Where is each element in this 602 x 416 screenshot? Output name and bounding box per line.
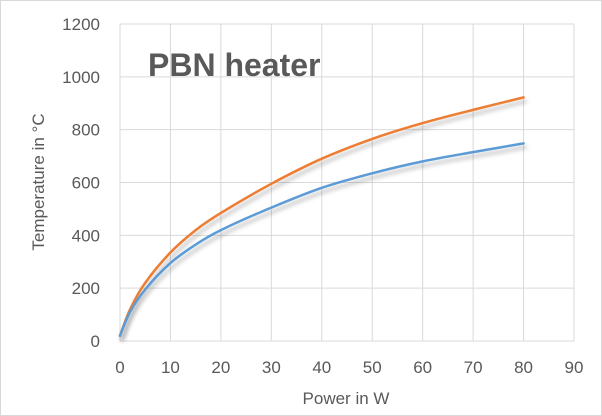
y-tick-label: 1200	[62, 15, 100, 34]
y-tick-label: 400	[72, 226, 100, 245]
x-tick-label: 10	[161, 358, 180, 377]
x-axis-title: Power in W	[303, 389, 390, 408]
x-axis-tick-labels: 0 10 20 30 40 50 60 70 80 90	[115, 358, 583, 377]
y-axis-title: Temperature in °C	[29, 113, 48, 250]
y-tick-label: 200	[72, 279, 100, 298]
x-tick-label: 70	[464, 358, 483, 377]
y-tick-label: 800	[72, 121, 100, 140]
x-tick-label: 30	[262, 358, 281, 377]
series-line-2	[118, 142, 525, 337]
x-tick-label: 50	[363, 358, 382, 377]
gridlines	[119, 23, 575, 342]
y-tick-label: 0	[91, 332, 100, 351]
x-tick-label: 20	[211, 358, 230, 377]
y-axis-tick-labels: 0 200 400 600 800 1000 1200	[62, 15, 100, 351]
x-tick-label: 80	[514, 358, 533, 377]
x-tick-label: 0	[115, 358, 124, 377]
x-tick-label: 90	[565, 358, 584, 377]
y-tick-label: 600	[72, 174, 100, 193]
series-lines	[118, 96, 525, 337]
chart-title: PBN heater	[148, 47, 321, 83]
y-tick-label: 1000	[62, 68, 100, 87]
series-line-1	[118, 96, 525, 337]
x-tick-label: 40	[312, 358, 331, 377]
x-tick-label: 60	[413, 358, 432, 377]
